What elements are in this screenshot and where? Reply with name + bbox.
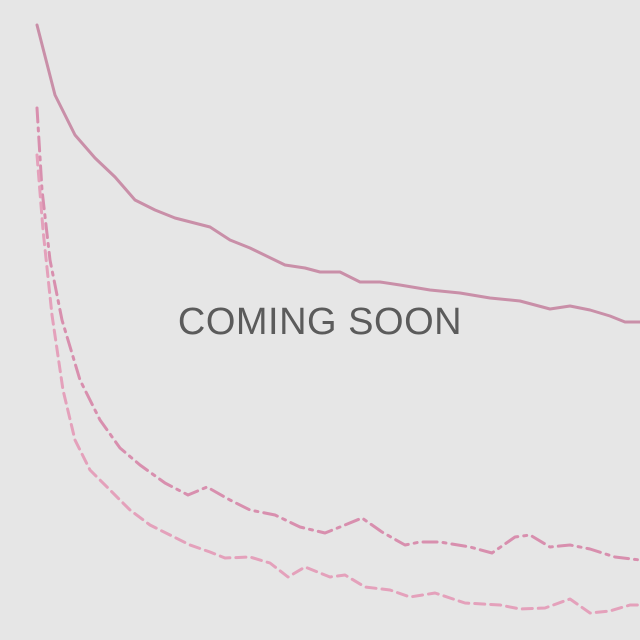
dashed-curve [35,153,640,615]
dash-dot-curve [35,106,640,562]
solid-curve [35,23,640,324]
coming-soon-label: COMING SOON [177,301,463,343]
